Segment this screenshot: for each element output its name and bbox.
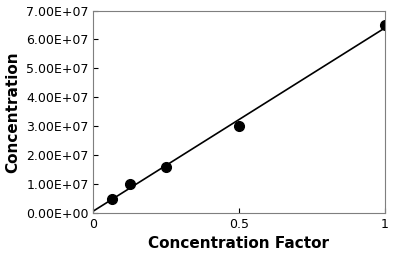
Point	[163, 165, 169, 169]
Y-axis label: Concentration: Concentration	[6, 51, 20, 173]
Point	[127, 182, 133, 186]
X-axis label: Concentration Factor: Concentration Factor	[149, 236, 329, 251]
Point	[236, 124, 242, 128]
Point	[108, 197, 115, 201]
Point	[381, 23, 388, 27]
